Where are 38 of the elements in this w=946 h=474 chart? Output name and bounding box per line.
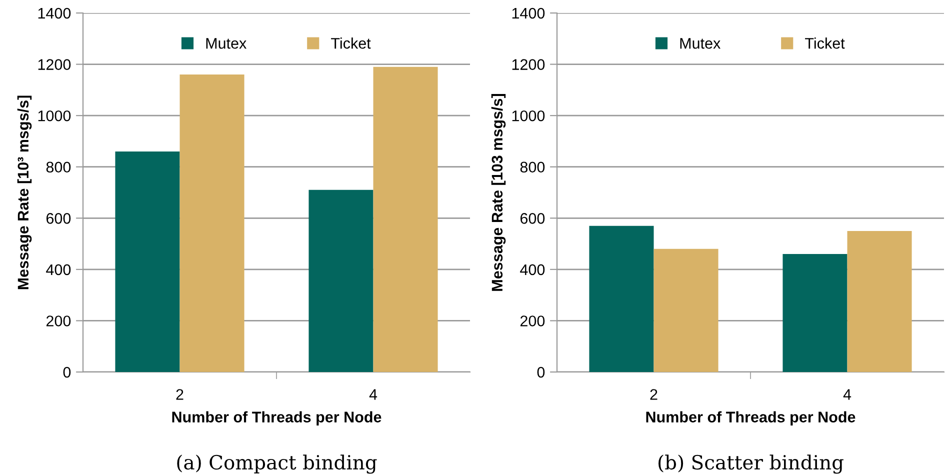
text: (b) Scatter binding	[658, 454, 844, 474]
y-tick-label: 600	[520, 213, 545, 224]
bar	[782, 254, 848, 372]
bar	[654, 248, 718, 372]
bar	[180, 74, 244, 372]
y-tick-label: 0	[537, 366, 545, 378]
bar	[589, 226, 654, 372]
y-tick-label: 1200	[512, 59, 545, 70]
bar	[115, 151, 180, 372]
y-tick-label: 200	[520, 316, 545, 326]
y-tick-label: 1400	[512, 8, 545, 19]
y-tick-label: 800	[520, 162, 545, 173]
x-tick-label: 4	[369, 389, 378, 400]
bar	[308, 190, 374, 372]
legend-label: Ticket	[331, 38, 371, 49]
y-tick-label: 0	[63, 366, 71, 378]
legend-label: Mutex	[206, 38, 246, 49]
y-tick-label: 400	[46, 264, 71, 276]
y-tick-label: 200	[46, 316, 71, 326]
bar	[373, 66, 438, 372]
x-tick-label: 4	[843, 389, 852, 400]
y-tick-label: 1000	[38, 110, 71, 122]
x-tick-label: 2	[650, 389, 658, 400]
text: (a) Compact binding	[177, 454, 377, 474]
y-axis-title: Message Rate [103 msgs/s]	[491, 94, 506, 291]
bar	[847, 230, 912, 372]
x-tick-label: 2	[176, 389, 184, 400]
x-axis-title: Number of Threads per Node	[646, 411, 856, 426]
y-tick-label: 600	[46, 213, 71, 224]
y-tick-label: 400	[520, 264, 545, 276]
y-tick-label: 1000	[512, 110, 545, 122]
y-axis-title: Message Rate [10³ msgs/s]	[17, 96, 32, 290]
y-tick-label: 1200	[38, 59, 71, 70]
x-axis-title: Number of Threads per Node	[172, 411, 382, 426]
y-tick-label: 800	[46, 162, 71, 173]
legend-label: Ticket	[805, 38, 845, 49]
y-tick-label: 1400	[38, 8, 71, 19]
legend-label: Mutex	[680, 38, 720, 49]
